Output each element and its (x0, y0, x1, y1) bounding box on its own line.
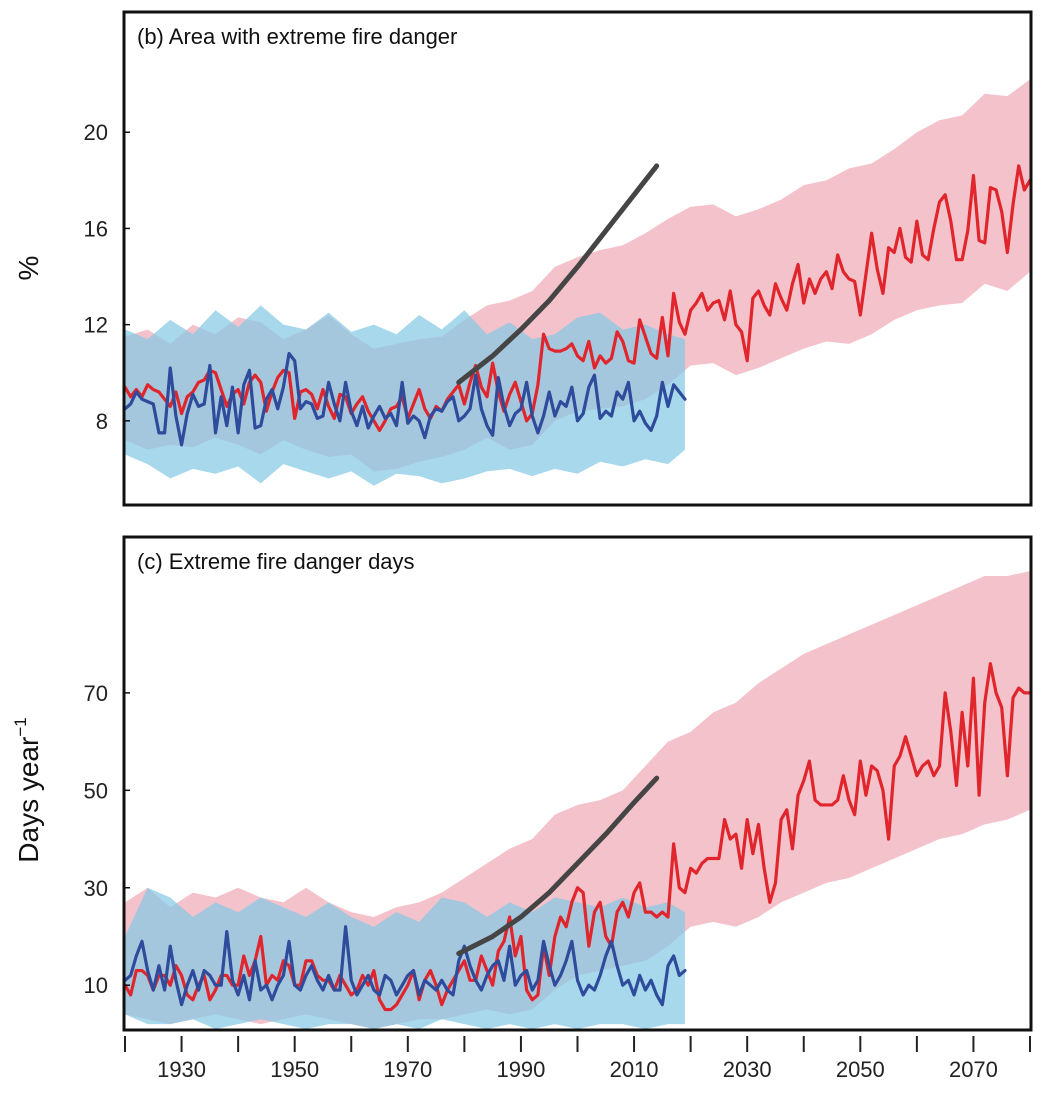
y-tick-label: 30 (84, 876, 108, 901)
x-tick-label: 2030 (723, 1057, 772, 1082)
x-tick-label: 1970 (383, 1057, 432, 1082)
x-tick-label: 1930 (157, 1057, 206, 1082)
x-tick-label: 2050 (836, 1057, 885, 1082)
x-axis: 1930 1950 1970 1990 2010 2030 2050 2070 (124, 1036, 1031, 1082)
observed-range-band (125, 887, 685, 1030)
trend-series-line (456, 775, 660, 957)
plot-area (125, 571, 1030, 1030)
projection-series-line (125, 164, 1030, 433)
ylabel-main: Days year (13, 737, 44, 863)
projection-range-band (125, 571, 1030, 1030)
trend-series-line (456, 163, 660, 385)
x-tick-label: 1990 (496, 1057, 545, 1082)
x-tick-label: 2010 (610, 1057, 659, 1082)
ylabel-superscript: −1 (11, 717, 30, 736)
panel-b: (b) Area with extreme fire danger % 8 12 1… (13, 10, 1033, 507)
panel-c-ylabel: Days year−1 (11, 717, 44, 862)
y-tick-label: 70 (84, 681, 108, 706)
panel-frame (122, 535, 1033, 1032)
x-tick-label: 1950 (270, 1057, 319, 1082)
plot-area (125, 79, 1030, 486)
y-tick-label: 10 (84, 973, 108, 998)
panel-b-title: (b) Area with extreme fire danger (137, 24, 457, 49)
observed-series-line (125, 351, 687, 447)
panel-c: (c) Extreme fire danger days Days year−1… (11, 535, 1033, 1032)
y-tick-label: 20 (84, 120, 108, 145)
panel-b-ylabel: % (13, 256, 44, 281)
observed-series-line (125, 925, 687, 1007)
panel-c-title: (c) Extreme fire danger days (137, 549, 415, 574)
y-tick-label: 50 (84, 778, 108, 803)
projection-series-line (125, 662, 1030, 1012)
y-tick-label: 16 (84, 216, 108, 241)
x-tick-label: 2070 (949, 1057, 998, 1082)
y-tick-label: 12 (84, 313, 108, 338)
panel-frame (122, 10, 1033, 507)
y-tick-label: 8 (96, 409, 108, 434)
